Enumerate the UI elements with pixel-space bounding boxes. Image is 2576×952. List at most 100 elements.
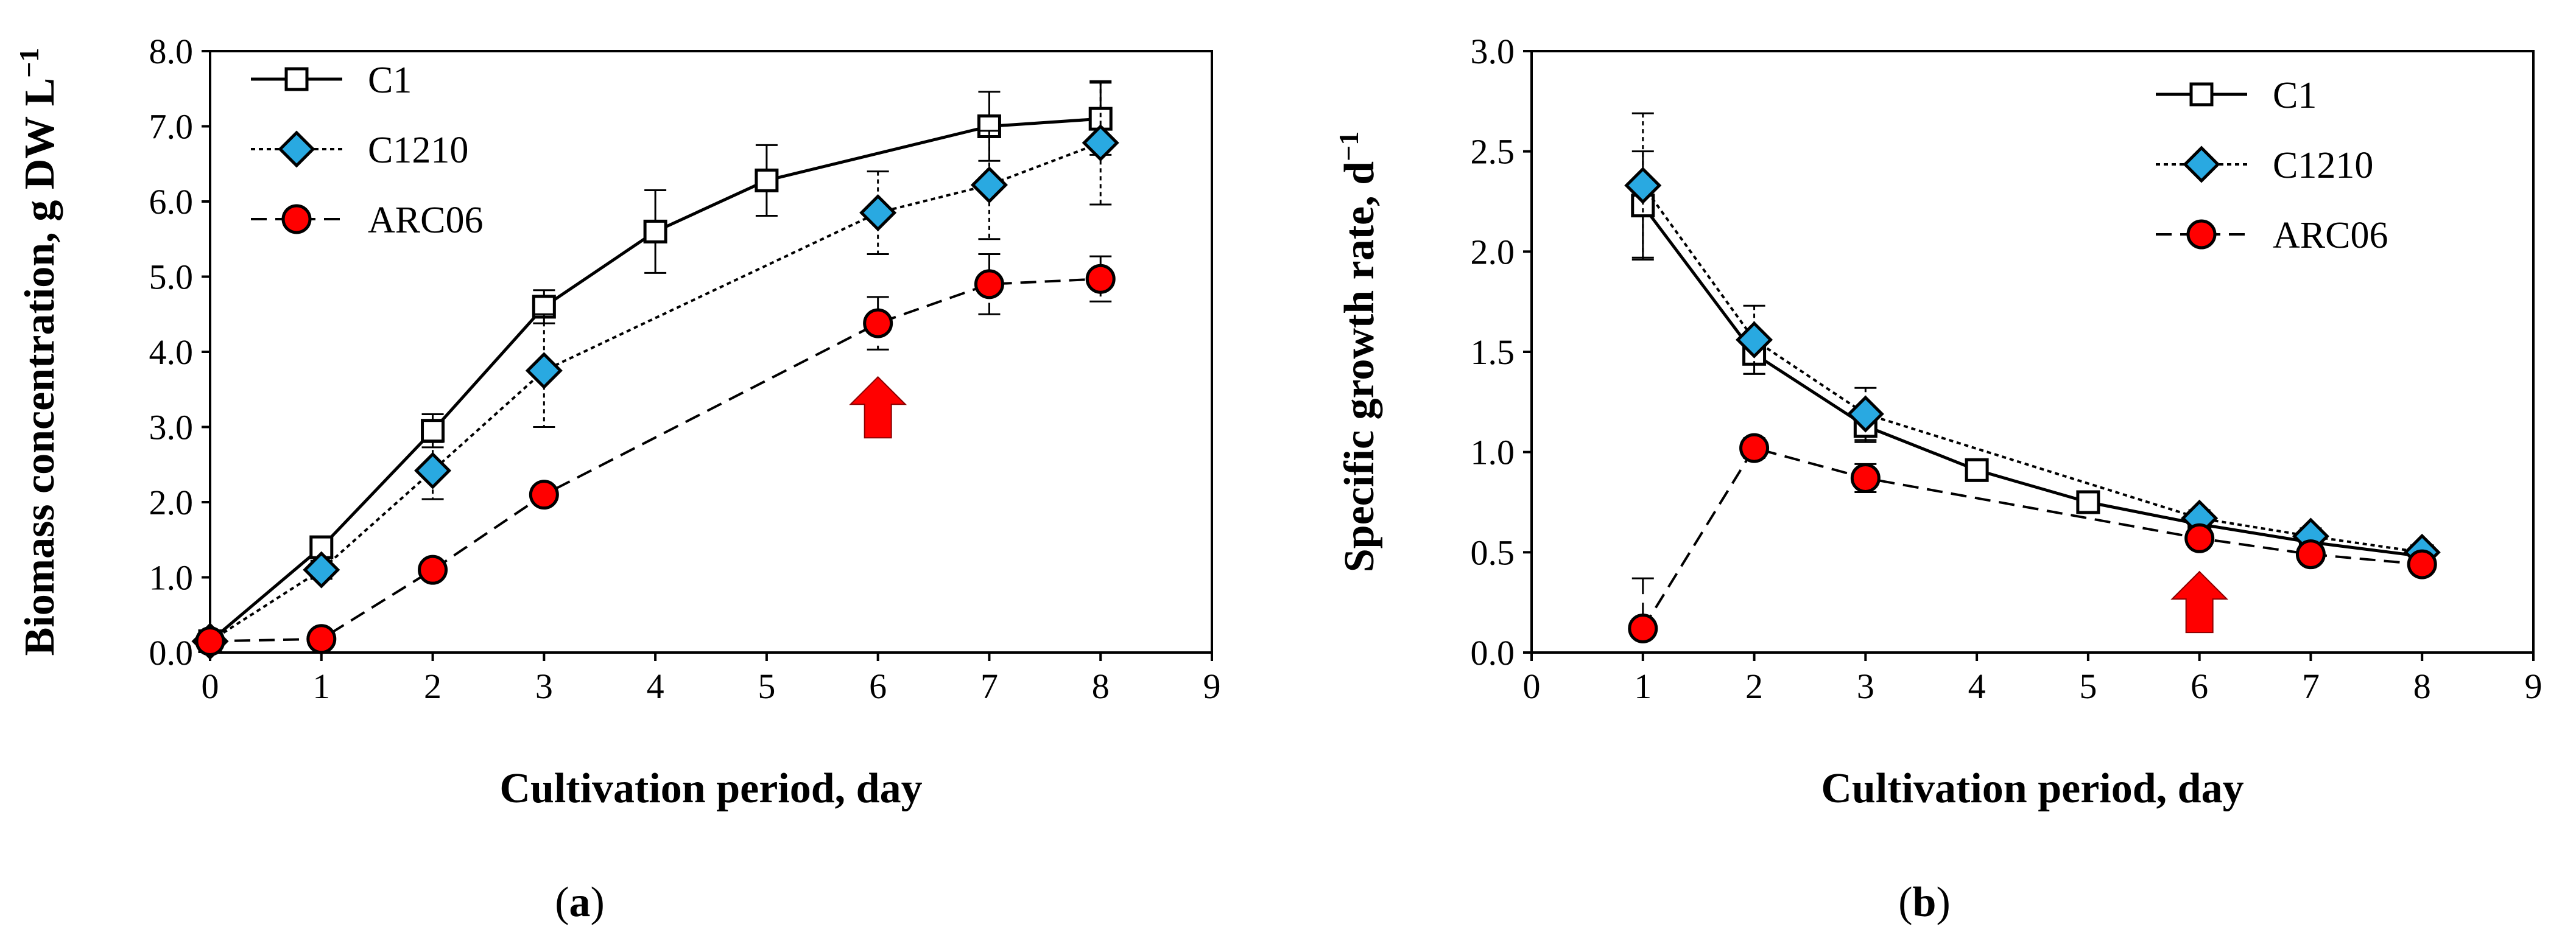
- data-point-C1: [643, 219, 667, 243]
- y-tick-label: 8.0: [149, 32, 194, 71]
- x-tick-label: 4: [1968, 667, 1986, 706]
- y-tick-label: 2.0: [1471, 232, 1515, 271]
- x-tick-label: 3: [1857, 667, 1874, 706]
- x-tick-label: 6: [869, 667, 887, 706]
- x-tick-label: 6: [2191, 667, 2208, 706]
- data-point-C1210: [1624, 167, 1662, 205]
- data-point-C1: [2076, 490, 2100, 514]
- data-point-C1: [421, 419, 445, 443]
- data-point-C1210: [414, 452, 452, 489]
- series-ARC06: [1628, 433, 2437, 654]
- y-axis-title: Biomass concentration, g DW L−1: [13, 48, 64, 656]
- y-tick-label: 3.0: [1471, 32, 1515, 71]
- data-point-C1210: [1082, 124, 1119, 162]
- series-line: [209, 117, 1101, 643]
- y-tick-label: 1.0: [149, 558, 194, 598]
- data-point-ARC06: [1628, 613, 1658, 643]
- legend-label-C1210: C1210: [368, 130, 468, 171]
- y-tick-label: 1.0: [1471, 433, 1515, 472]
- data-point-ARC06: [306, 624, 337, 654]
- x-tick-label: 5: [2079, 667, 2097, 706]
- y-tick-label: 0.0: [149, 633, 194, 673]
- y-tick-label: 4.0: [149, 332, 194, 372]
- y-axis-title-superscript: −1: [13, 48, 44, 78]
- y-tick-label: 6.0: [149, 182, 194, 222]
- legend-label-C1210: C1210: [2273, 145, 2373, 186]
- legend-marker-C1: [284, 67, 309, 91]
- legend-label-C1: C1: [2273, 75, 2317, 116]
- legend-marker-ARC06: [281, 204, 312, 234]
- x-tick-label: 8: [1092, 667, 1110, 706]
- panel-label-part: ): [1936, 879, 1950, 926]
- data-point-C1210: [859, 194, 897, 232]
- data-point-ARC06: [1850, 463, 1881, 493]
- series-line: [1642, 446, 2423, 629]
- plot-frame: [1530, 50, 2535, 654]
- plot-frame: [209, 50, 1213, 654]
- data-point-ARC06: [529, 480, 559, 510]
- x-axis-title: Cultivation period, day: [499, 765, 922, 812]
- y-tick-label: 5.0: [149, 257, 194, 297]
- legend-marker-C1210: [2183, 145, 2220, 183]
- y-tick-label: 0.0: [1471, 633, 1515, 673]
- x-tick-label: 1: [312, 667, 330, 706]
- data-point-ARC06: [418, 555, 448, 585]
- y-tick-label: 2.5: [1471, 132, 1515, 172]
- data-point-ARC06: [2407, 549, 2437, 579]
- x-tick-label: 4: [647, 667, 664, 706]
- panel-label-b: (b): [1898, 879, 1951, 926]
- red-arrow-annotation: [849, 376, 907, 439]
- panel-label-part: (: [555, 879, 569, 926]
- legend-label-ARC06: ARC06: [2273, 215, 2388, 256]
- y-tick-label: 7.0: [149, 107, 194, 147]
- x-tick-label: 1: [1634, 667, 1652, 706]
- panel-label-part: ): [591, 879, 605, 926]
- data-point-C1210: [1846, 395, 1884, 433]
- series-C1: [1631, 150, 2434, 569]
- series-ARC06: [195, 253, 1116, 656]
- y-tick-label: 0.5: [1471, 533, 1515, 572]
- series-line: [209, 278, 1101, 643]
- series-C1210: [1624, 112, 2441, 571]
- data-point-ARC06: [1085, 264, 1116, 294]
- chart-panel-b: 0 1 2 3 4 5 6 7 8 9 0.0 0.5 1.0 1.5 2.0 2.5 3.0 Cultivati…: [1333, 32, 2543, 812]
- legend-marker-ARC06: [2186, 219, 2217, 250]
- data-point-C1: [1965, 458, 1989, 482]
- y-axis-title-superscript: −1: [1333, 131, 1364, 161]
- legend-marker-C1: [2189, 82, 2214, 107]
- data-point-C1210: [525, 352, 563, 390]
- data-point-ARC06: [2295, 539, 2326, 570]
- x-tick-label: 0: [202, 667, 219, 706]
- y-tick-label: 2.0: [149, 483, 194, 522]
- legend-label-ARC06: ARC06: [368, 200, 483, 241]
- red-arrow-annotation: [2170, 570, 2229, 634]
- data-point-ARC06: [863, 308, 893, 338]
- x-tick-label: 5: [758, 667, 775, 706]
- x-tick-label: 0: [1523, 667, 1541, 706]
- data-point-ARC06: [974, 269, 1004, 299]
- y-tick-label: 3.0: [149, 408, 194, 447]
- x-tick-label: 2: [1745, 667, 1763, 706]
- series-line: [1642, 184, 2423, 554]
- chart-panel-a: 0 1 2 3 4 5 6 7 8 9 0.0 1.0 2.0 3.0 4.0 5.0 6.0 7.0 8.0 Cul…: [13, 32, 1221, 812]
- panel-label-part: a: [569, 879, 591, 926]
- x-tick-label: 3: [535, 667, 553, 706]
- legend-label-C1: C1: [368, 60, 412, 101]
- x-tick-label: 9: [1203, 667, 1221, 706]
- data-point-C1210: [970, 166, 1008, 204]
- data-point-ARC06: [2184, 523, 2215, 553]
- data-point-C1210: [303, 551, 340, 589]
- data-point-C1210: [1736, 321, 1773, 359]
- series-line: [1641, 205, 2423, 558]
- panel-label-a: (a): [555, 879, 605, 926]
- x-tick-label: 7: [2302, 667, 2320, 706]
- panel-label-part: (: [1898, 879, 1912, 926]
- y-tick-label: 1.5: [1471, 332, 1515, 372]
- x-tick-label: 7: [980, 667, 998, 706]
- data-point-ARC06: [1739, 433, 1770, 463]
- series-C1210: [191, 80, 1119, 660]
- data-point-ARC06: [195, 626, 225, 656]
- x-tick-label: 8: [2413, 667, 2431, 706]
- legend-marker-C1210: [278, 130, 315, 168]
